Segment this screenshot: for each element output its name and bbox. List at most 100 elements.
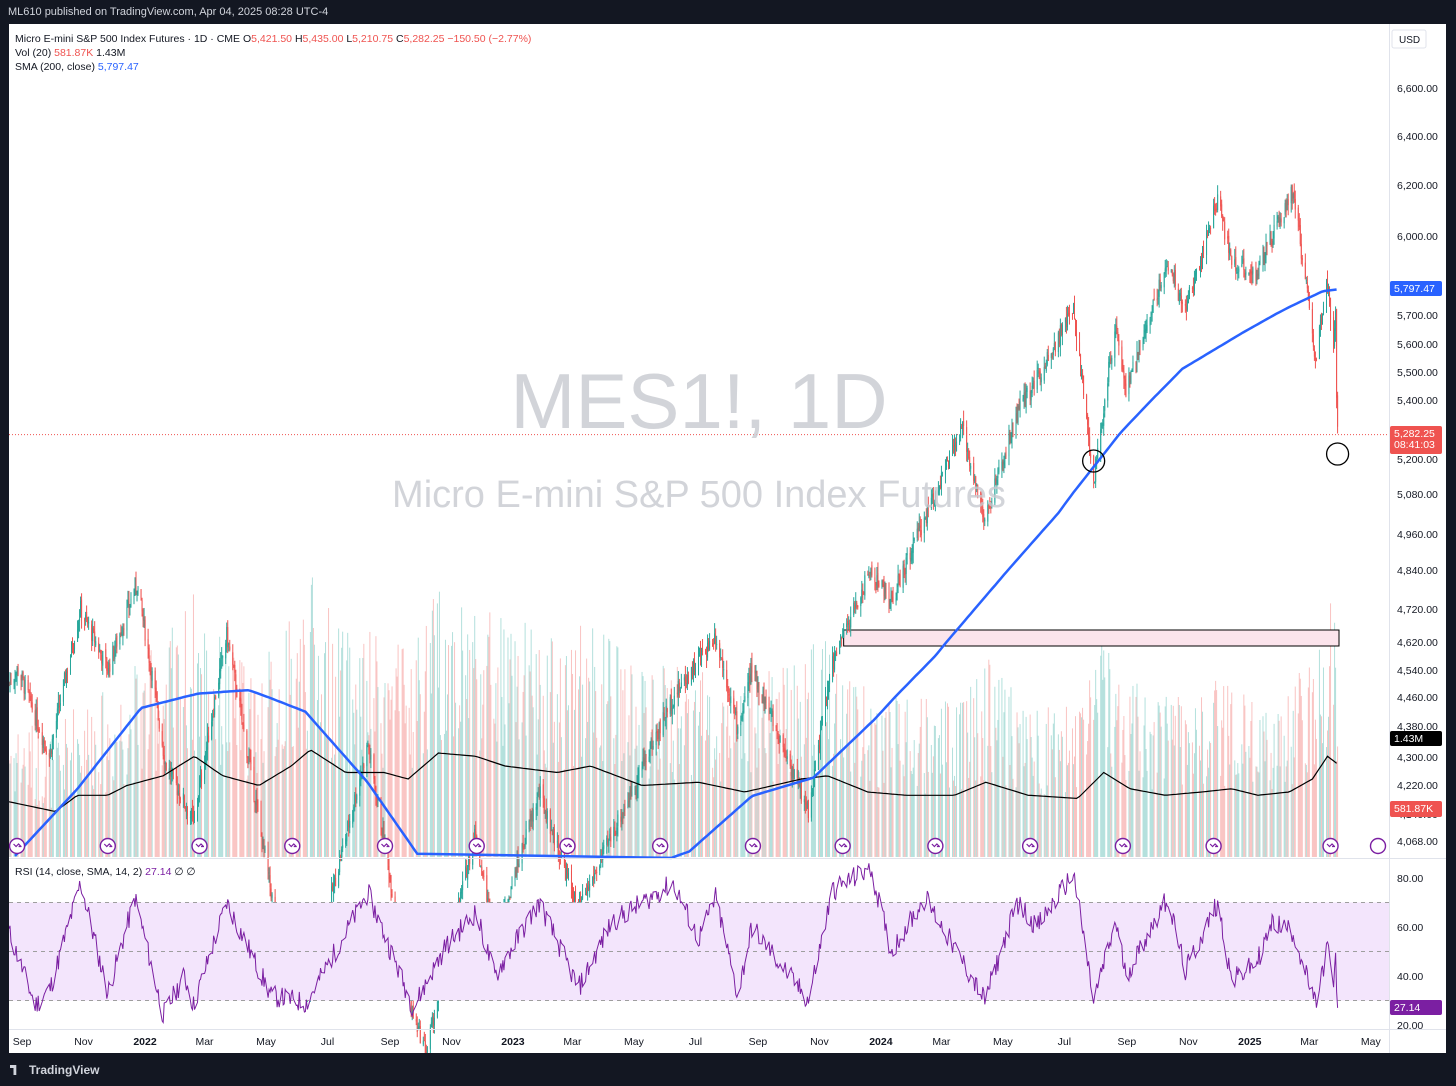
candle-body [733, 698, 735, 709]
dividend-event-icon[interactable] [376, 837, 394, 855]
future-event-icon[interactable] [1369, 837, 1387, 855]
volume-bar [383, 697, 385, 857]
dividend-event-icon[interactable] [651, 837, 669, 855]
publisher-bar: ML610 published on TradingView.com, Apr … [0, 0, 1456, 24]
volume-bar [691, 780, 693, 857]
volume-bar [868, 745, 870, 857]
candle-body [776, 729, 778, 731]
candle-body [708, 641, 710, 652]
candle-body [204, 765, 206, 780]
volume-bar [418, 680, 420, 857]
volume-bar [765, 753, 767, 857]
volume-bar [1046, 785, 1048, 857]
volume-bar [133, 782, 135, 857]
volume-bar [916, 785, 918, 857]
candle-body [426, 1046, 428, 1053]
volume-bar [758, 748, 760, 857]
support-zone-rectangle[interactable] [843, 629, 1340, 647]
candle-body [411, 1007, 413, 1013]
sma-price-badge-text: 5,797.47 [1394, 283, 1435, 295]
volume-bar [549, 692, 551, 857]
candle-body [1210, 227, 1212, 229]
volume-bar [193, 750, 195, 857]
volume-bar [186, 748, 188, 857]
candle-body [1313, 348, 1315, 357]
volume-bar [1066, 765, 1068, 857]
time-tick-label: May [993, 1036, 1014, 1048]
volume-bar [842, 685, 844, 857]
dividend-event-icon[interactable] [834, 837, 851, 855]
candle-body [1224, 221, 1226, 240]
dividend-event-icon[interactable] [1021, 837, 1039, 855]
candle-body [374, 778, 376, 790]
dividend-event-icon[interactable] [191, 837, 208, 855]
dividend-event-glyph [13, 843, 22, 848]
candle-body [389, 877, 391, 879]
volume-bar [580, 625, 582, 857]
dividend-event-icon[interactable] [744, 837, 762, 855]
circle-annotation-apr-2025[interactable] [1325, 442, 1350, 466]
volume-bar [415, 660, 417, 857]
candle-body [232, 652, 234, 665]
volume-bar [517, 655, 519, 857]
volume-bar [980, 776, 982, 857]
volume-bar [69, 760, 71, 857]
volume-bar [1236, 774, 1238, 857]
dividend-event-icon[interactable] [1322, 837, 1339, 855]
candle-body [164, 762, 166, 764]
candle-body [896, 589, 898, 601]
time-axis[interactable]: Sep Nov 2022 Mar May Jul Sep Nov 2023 Mar May Jul Se… [13, 1036, 1382, 1048]
price-axis[interactable]: USD6,600.006,400.006,200.006,000.005,700… [1390, 29, 1442, 1015]
candle-body [594, 872, 596, 879]
candle-body [889, 600, 891, 607]
candle-body [339, 857, 341, 872]
volume-bar [197, 663, 199, 857]
candle-body [1306, 282, 1308, 289]
volume-bar [906, 699, 908, 857]
volume-bar [728, 757, 730, 857]
volume-bar [1166, 723, 1168, 857]
tradingview-logo[interactable]: TradingView [10, 1063, 99, 1077]
dividend-event-icon[interactable] [8, 837, 26, 855]
volume-bar [516, 686, 518, 857]
volume-bar [128, 734, 130, 857]
volume-bar [944, 701, 946, 857]
volume-bar [290, 658, 292, 857]
volume-bar [1156, 772, 1158, 857]
candle-body [1178, 293, 1180, 303]
dividend-event-icon[interactable] [99, 837, 116, 855]
volume-bar [566, 710, 568, 857]
volume-bar [532, 707, 534, 857]
dividend-event-icon[interactable] [468, 837, 485, 855]
volume-bar [316, 700, 318, 857]
dividend-event-icon[interactable] [559, 837, 576, 855]
candle-body [931, 494, 933, 498]
candle-body [987, 505, 989, 522]
volume-bar [810, 649, 812, 857]
volume-bar [401, 649, 403, 857]
volume-bar [1249, 757, 1251, 857]
currency-button[interactable] [1391, 29, 1427, 49]
dividend-event-icon[interactable] [927, 837, 944, 855]
candle-body [1330, 297, 1332, 320]
candle-body [149, 664, 151, 666]
volume-bar [106, 756, 108, 857]
volume-bar [595, 691, 597, 857]
candle-body [857, 605, 859, 608]
dividend-event-icon[interactable] [1114, 837, 1132, 855]
volume-ma-badge: 1.43M [1390, 731, 1442, 746]
candle-body [185, 809, 187, 811]
event-markers[interactable] [8, 837, 1387, 855]
candle-body [233, 665, 235, 667]
volume-bar [558, 722, 560, 857]
dividend-event-icon[interactable] [284, 837, 301, 855]
volume-bar [909, 751, 911, 857]
dividend-event-icon[interactable] [1205, 837, 1222, 855]
circle-annotation-aug-2024[interactable] [1081, 449, 1106, 473]
volume-bar [219, 636, 221, 857]
candle-body [137, 586, 139, 594]
candle-body [800, 781, 802, 801]
candle-body [700, 650, 702, 660]
candle-body [436, 1001, 438, 1018]
